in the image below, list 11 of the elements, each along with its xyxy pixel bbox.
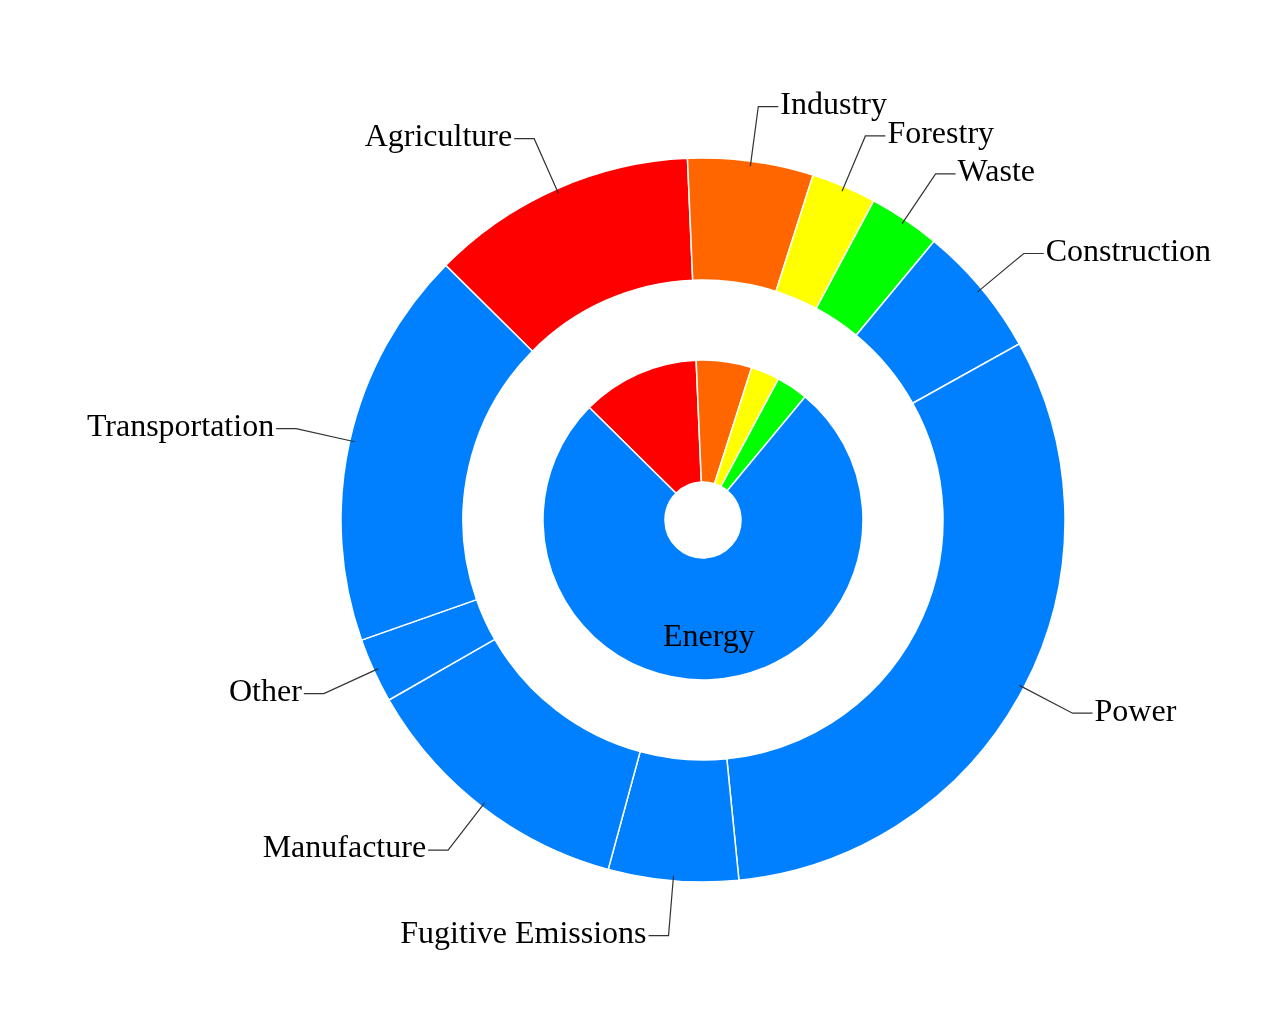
slice-label: Agriculture [364, 117, 513, 154]
slice-label: Fugitive Emissions [400, 913, 647, 950]
slice-label: Waste [957, 152, 1035, 189]
slice-label: Forestry [887, 114, 995, 151]
slice-label: Manufacture [262, 828, 427, 865]
slice-label: Other [228, 671, 303, 708]
slice-label: Construction [1045, 231, 1212, 268]
slice-label: Energy [662, 617, 755, 654]
slice-label: Transportation [86, 406, 275, 443]
slice-label: Power [1094, 691, 1177, 728]
slice-label: Industry [780, 85, 887, 122]
